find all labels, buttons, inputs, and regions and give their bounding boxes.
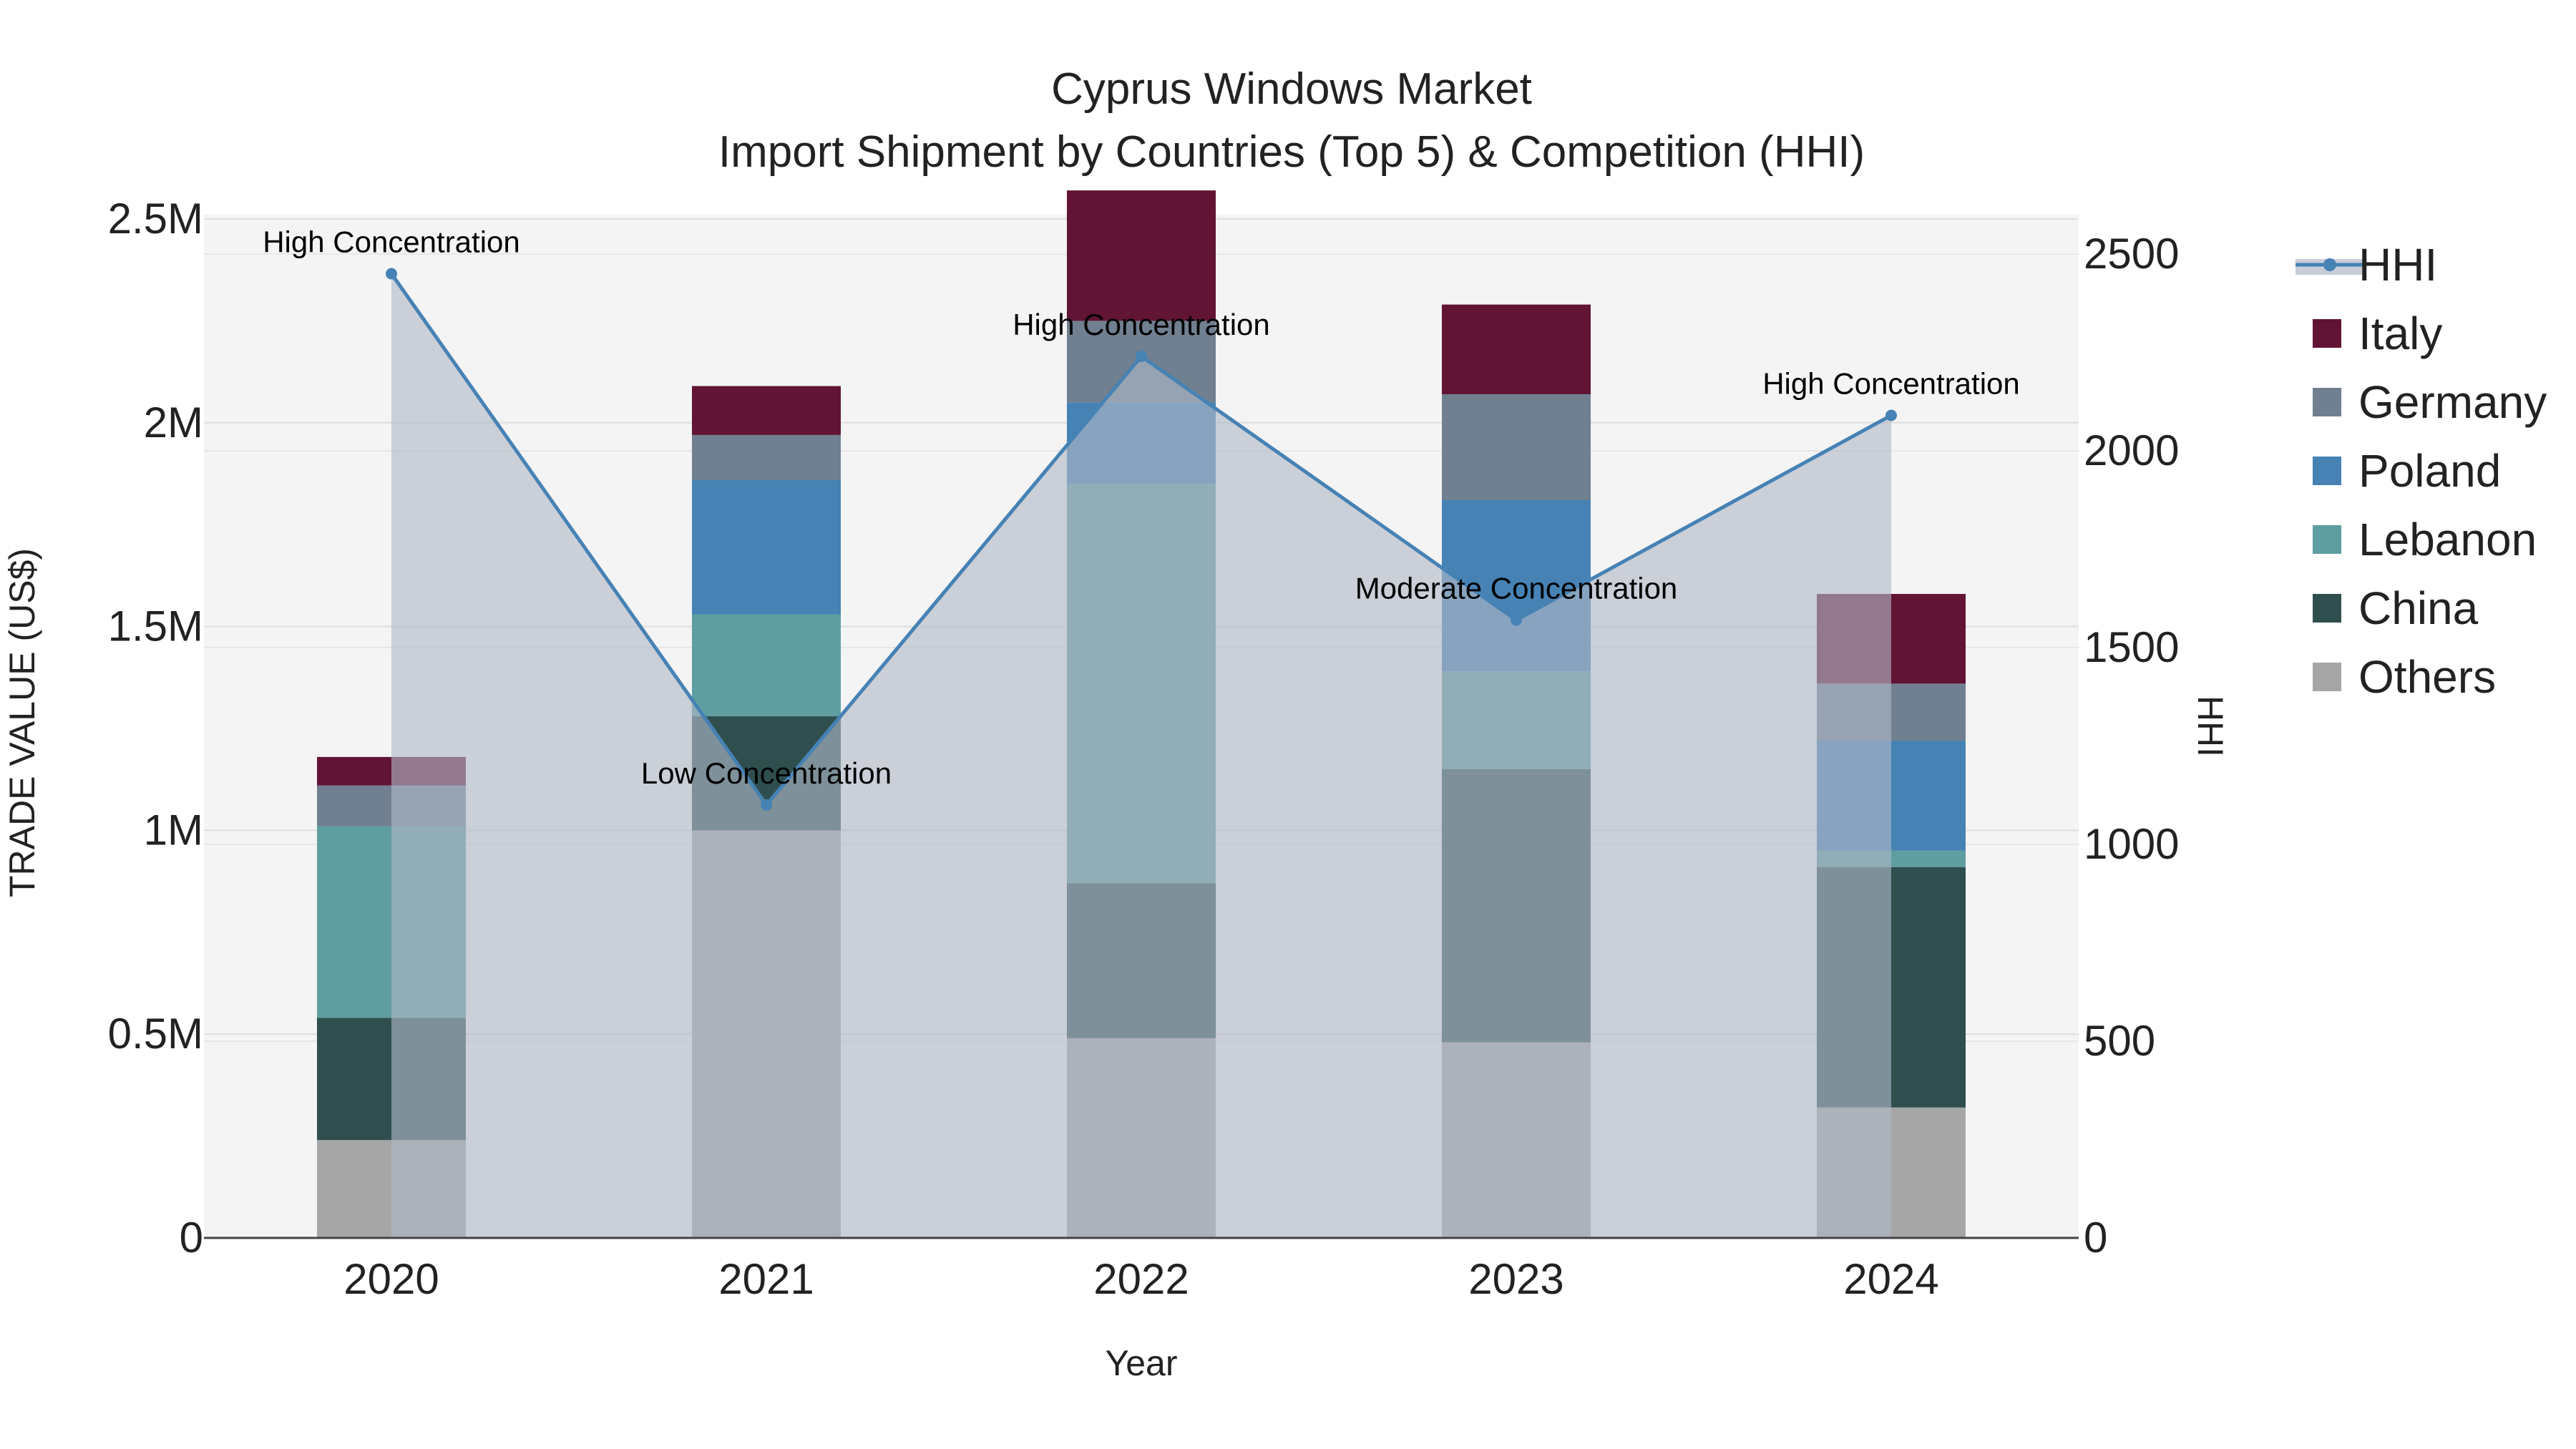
legend-label-hhi: HHI bbox=[2358, 239, 2437, 291]
x-tick-label: 2022 bbox=[1093, 1255, 1189, 1303]
legend-label-lebanon: Lebanon bbox=[2358, 514, 2537, 565]
hhi-point-2022 bbox=[1136, 351, 1147, 362]
legend-swatch-hhi-marker bbox=[2323, 258, 2336, 271]
hhi-point-2023 bbox=[1511, 614, 1522, 626]
legend-swatch-germany bbox=[2313, 388, 2341, 416]
legend-label-italy: Italy bbox=[2358, 308, 2442, 359]
x-tick-label: 2020 bbox=[343, 1255, 439, 1303]
hhi-annotation-2023: Moderate Concentration bbox=[1355, 572, 1678, 605]
y2-axis-title: HHI bbox=[2190, 696, 2230, 757]
legend-swatch-others bbox=[2313, 663, 2341, 691]
y-tick-label: 2.5M bbox=[108, 195, 203, 243]
hhi-line-layer bbox=[386, 268, 1897, 811]
bar-poland-2021 bbox=[692, 479, 841, 615]
x-axis-title: Year bbox=[1105, 1343, 1177, 1383]
x-tick-label: 2024 bbox=[1843, 1255, 1938, 1303]
x-tick-label: 2023 bbox=[1468, 1255, 1563, 1303]
y2-tick-label: 0 bbox=[2084, 1214, 2107, 1262]
chart-subtitle: Import Shipment by Countries (Top 5) & C… bbox=[718, 127, 1865, 177]
y-axis-title: TRADE VALUE (US$) bbox=[2, 548, 42, 897]
legend-swatch-china bbox=[2313, 594, 2341, 623]
y2-tick-label: 1000 bbox=[2084, 820, 2179, 868]
legend-label-others: Others bbox=[2358, 651, 2496, 703]
legend-swatch-poland bbox=[2313, 457, 2341, 485]
y2-tick-label: 500 bbox=[2084, 1017, 2155, 1065]
hhi-annotation-2020: High Concentration bbox=[263, 225, 520, 259]
bar-lebanon-2021 bbox=[692, 614, 841, 716]
y-tick-label: 2M bbox=[144, 399, 203, 447]
hhi-annotation-2022: High Concentration bbox=[1013, 308, 1270, 341]
y-tick-label: 1M bbox=[144, 806, 203, 854]
legend-label-poland: Poland bbox=[2358, 445, 2501, 497]
hhi-annotation-2024: High Concentration bbox=[1762, 367, 2020, 401]
y-tick-label: 0.5M bbox=[108, 1010, 203, 1058]
legend-swatch-italy bbox=[2313, 319, 2341, 348]
x-tick-label: 2021 bbox=[718, 1255, 814, 1303]
y2-tick-label: 2500 bbox=[2084, 230, 2179, 278]
bar-germany-2021 bbox=[692, 434, 841, 480]
y2-axis-ticks: 0 500 1000 1500 2000 2500 bbox=[2084, 230, 2179, 1262]
hhi-point-2024 bbox=[1885, 409, 1897, 421]
bar-italy-2021 bbox=[692, 386, 841, 435]
hhi-point-2020 bbox=[386, 268, 397, 280]
y-tick-label: 1.5M bbox=[108, 602, 203, 650]
bar-italy-2022 bbox=[1067, 190, 1216, 321]
legend-swatch-lebanon bbox=[2313, 525, 2341, 554]
hhi-annotation-2021: Low Concentration bbox=[641, 756, 892, 790]
y-tick-label: 0 bbox=[180, 1214, 203, 1262]
x-axis-ticks: 2020 2021 2022 2023 2024 bbox=[343, 1255, 1938, 1303]
y2-tick-label: 1500 bbox=[2084, 623, 2179, 671]
bar-italy-2023 bbox=[1442, 304, 1591, 394]
bar-germany-2023 bbox=[1442, 394, 1591, 501]
legend-label-germany: Germany bbox=[2358, 376, 2547, 428]
legend: HHI Italy Germany Poland Lebanon China Others bbox=[2296, 239, 2547, 703]
hhi-area bbox=[391, 273, 1891, 1238]
hhi-point-2021 bbox=[761, 799, 772, 811]
chart-title: Cyprus Windows Market bbox=[1051, 64, 1532, 114]
annotation-layer: High Concentration Low Concentration High … bbox=[263, 225, 2020, 791]
y-axis-ticks: 0 0.5M 1M 1.5M 2M 2.5M bbox=[108, 195, 203, 1262]
hhi-area-layer bbox=[391, 273, 1891, 1238]
legend-label-china: China bbox=[2358, 582, 2479, 634]
y2-tick-label: 2000 bbox=[2084, 426, 2179, 474]
